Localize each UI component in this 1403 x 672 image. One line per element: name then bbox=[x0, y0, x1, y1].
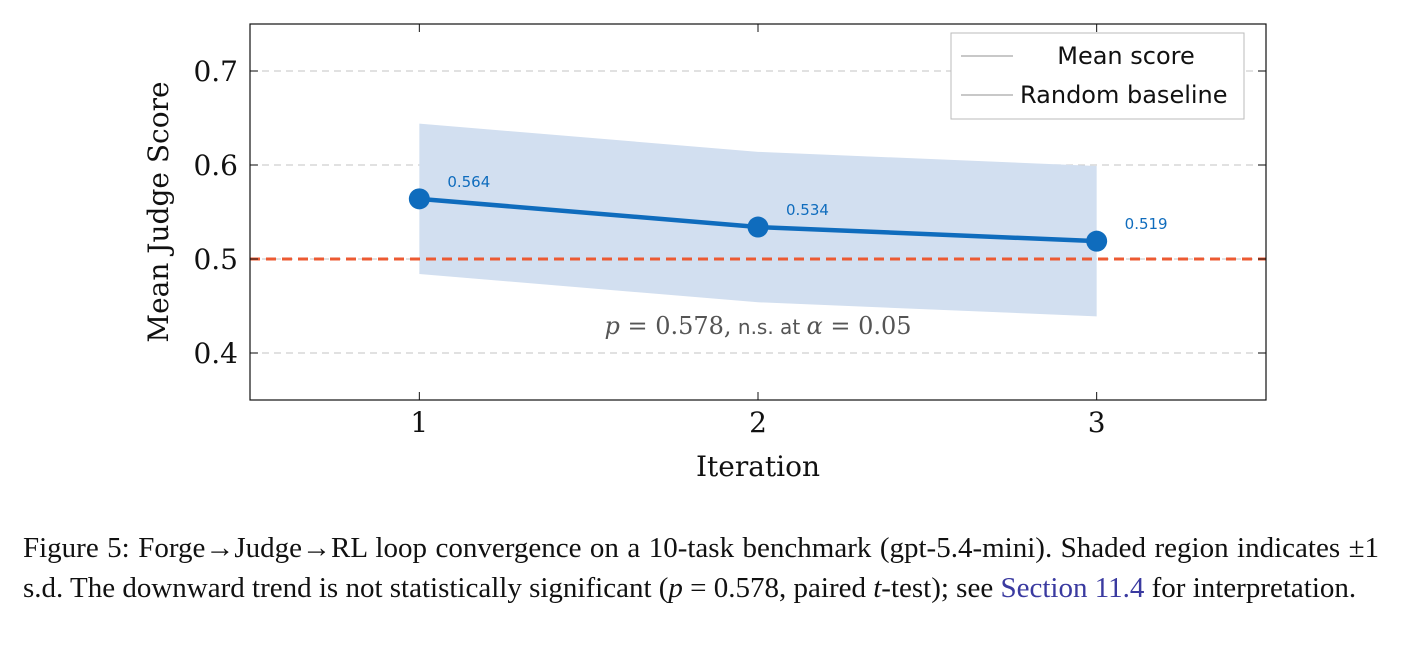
significance-annotation: p = 0.578, n.s. at α = 0.05 bbox=[604, 312, 911, 340]
caption-text-4: for interpretation. bbox=[1144, 572, 1357, 604]
legend-label-mean-score: Mean score bbox=[1057, 42, 1195, 70]
legend-label-random-baseline: Random baseline bbox=[1020, 81, 1228, 109]
annotation-p-value: = 0.578, bbox=[620, 312, 732, 340]
plot-frame bbox=[249, 23, 1267, 401]
series-layer: 0.564 0.534 0.519 bbox=[408, 173, 1168, 252]
caption-t-italic: t bbox=[873, 572, 882, 604]
x-tick-label: 3 bbox=[1088, 406, 1106, 439]
legend-box bbox=[950, 32, 1245, 120]
annotation-alpha-symbol: α bbox=[807, 312, 823, 340]
y-axis-title: Mean Judge Score bbox=[142, 81, 175, 342]
data-label: 0.519 bbox=[1125, 215, 1168, 233]
y-tick-label: 0.6 bbox=[193, 149, 238, 182]
line-chart: 0.564 0.534 0.519 0.4 0.5 0.6 0.7 1 2 3 p = 0.57… bbox=[142, 23, 1267, 483]
annotation-ns-text: n.s. at bbox=[732, 315, 807, 339]
annotation-p-symbol: p bbox=[604, 312, 619, 340]
annotation-alpha-value: = 0.05 bbox=[823, 312, 912, 340]
data-label: 0.534 bbox=[786, 201, 829, 219]
x-axis-title: Iteration bbox=[696, 450, 820, 483]
axis-ticks bbox=[250, 24, 1266, 400]
data-point bbox=[408, 188, 430, 210]
data-point bbox=[747, 216, 769, 238]
y-tick-label: 0.4 bbox=[193, 337, 238, 370]
section-link[interactable]: Section 11.4 bbox=[1000, 572, 1145, 604]
y-tick-label: 0.5 bbox=[193, 243, 238, 276]
caption-p-italic: p bbox=[668, 572, 683, 604]
data-label: 0.564 bbox=[447, 173, 490, 191]
figure-caption: Figure 5: Forge→Judge→RL loop convergenc… bbox=[23, 528, 1379, 608]
caption-text-2: = 0.578, paired bbox=[682, 572, 874, 604]
y-tick-label: 0.7 bbox=[193, 55, 238, 88]
legend: Mean score Random baseline bbox=[950, 32, 1245, 120]
x-tick-label: 2 bbox=[749, 406, 767, 439]
x-tick-label: 1 bbox=[410, 406, 428, 439]
data-point bbox=[1086, 230, 1108, 252]
tick-labels: 0.4 0.5 0.6 0.7 1 2 3 bbox=[193, 55, 1105, 439]
caption-text-3: -test); see bbox=[881, 572, 1001, 604]
caption-text-1: Figure 5: Forge→Judge→RL loop convergenc… bbox=[23, 532, 1379, 604]
